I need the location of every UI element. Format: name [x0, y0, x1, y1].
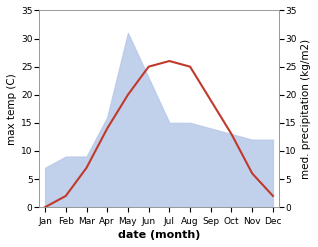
Y-axis label: med. precipitation (kg/m2): med. precipitation (kg/m2): [301, 39, 311, 179]
X-axis label: date (month): date (month): [118, 230, 200, 240]
Y-axis label: max temp (C): max temp (C): [7, 73, 17, 145]
